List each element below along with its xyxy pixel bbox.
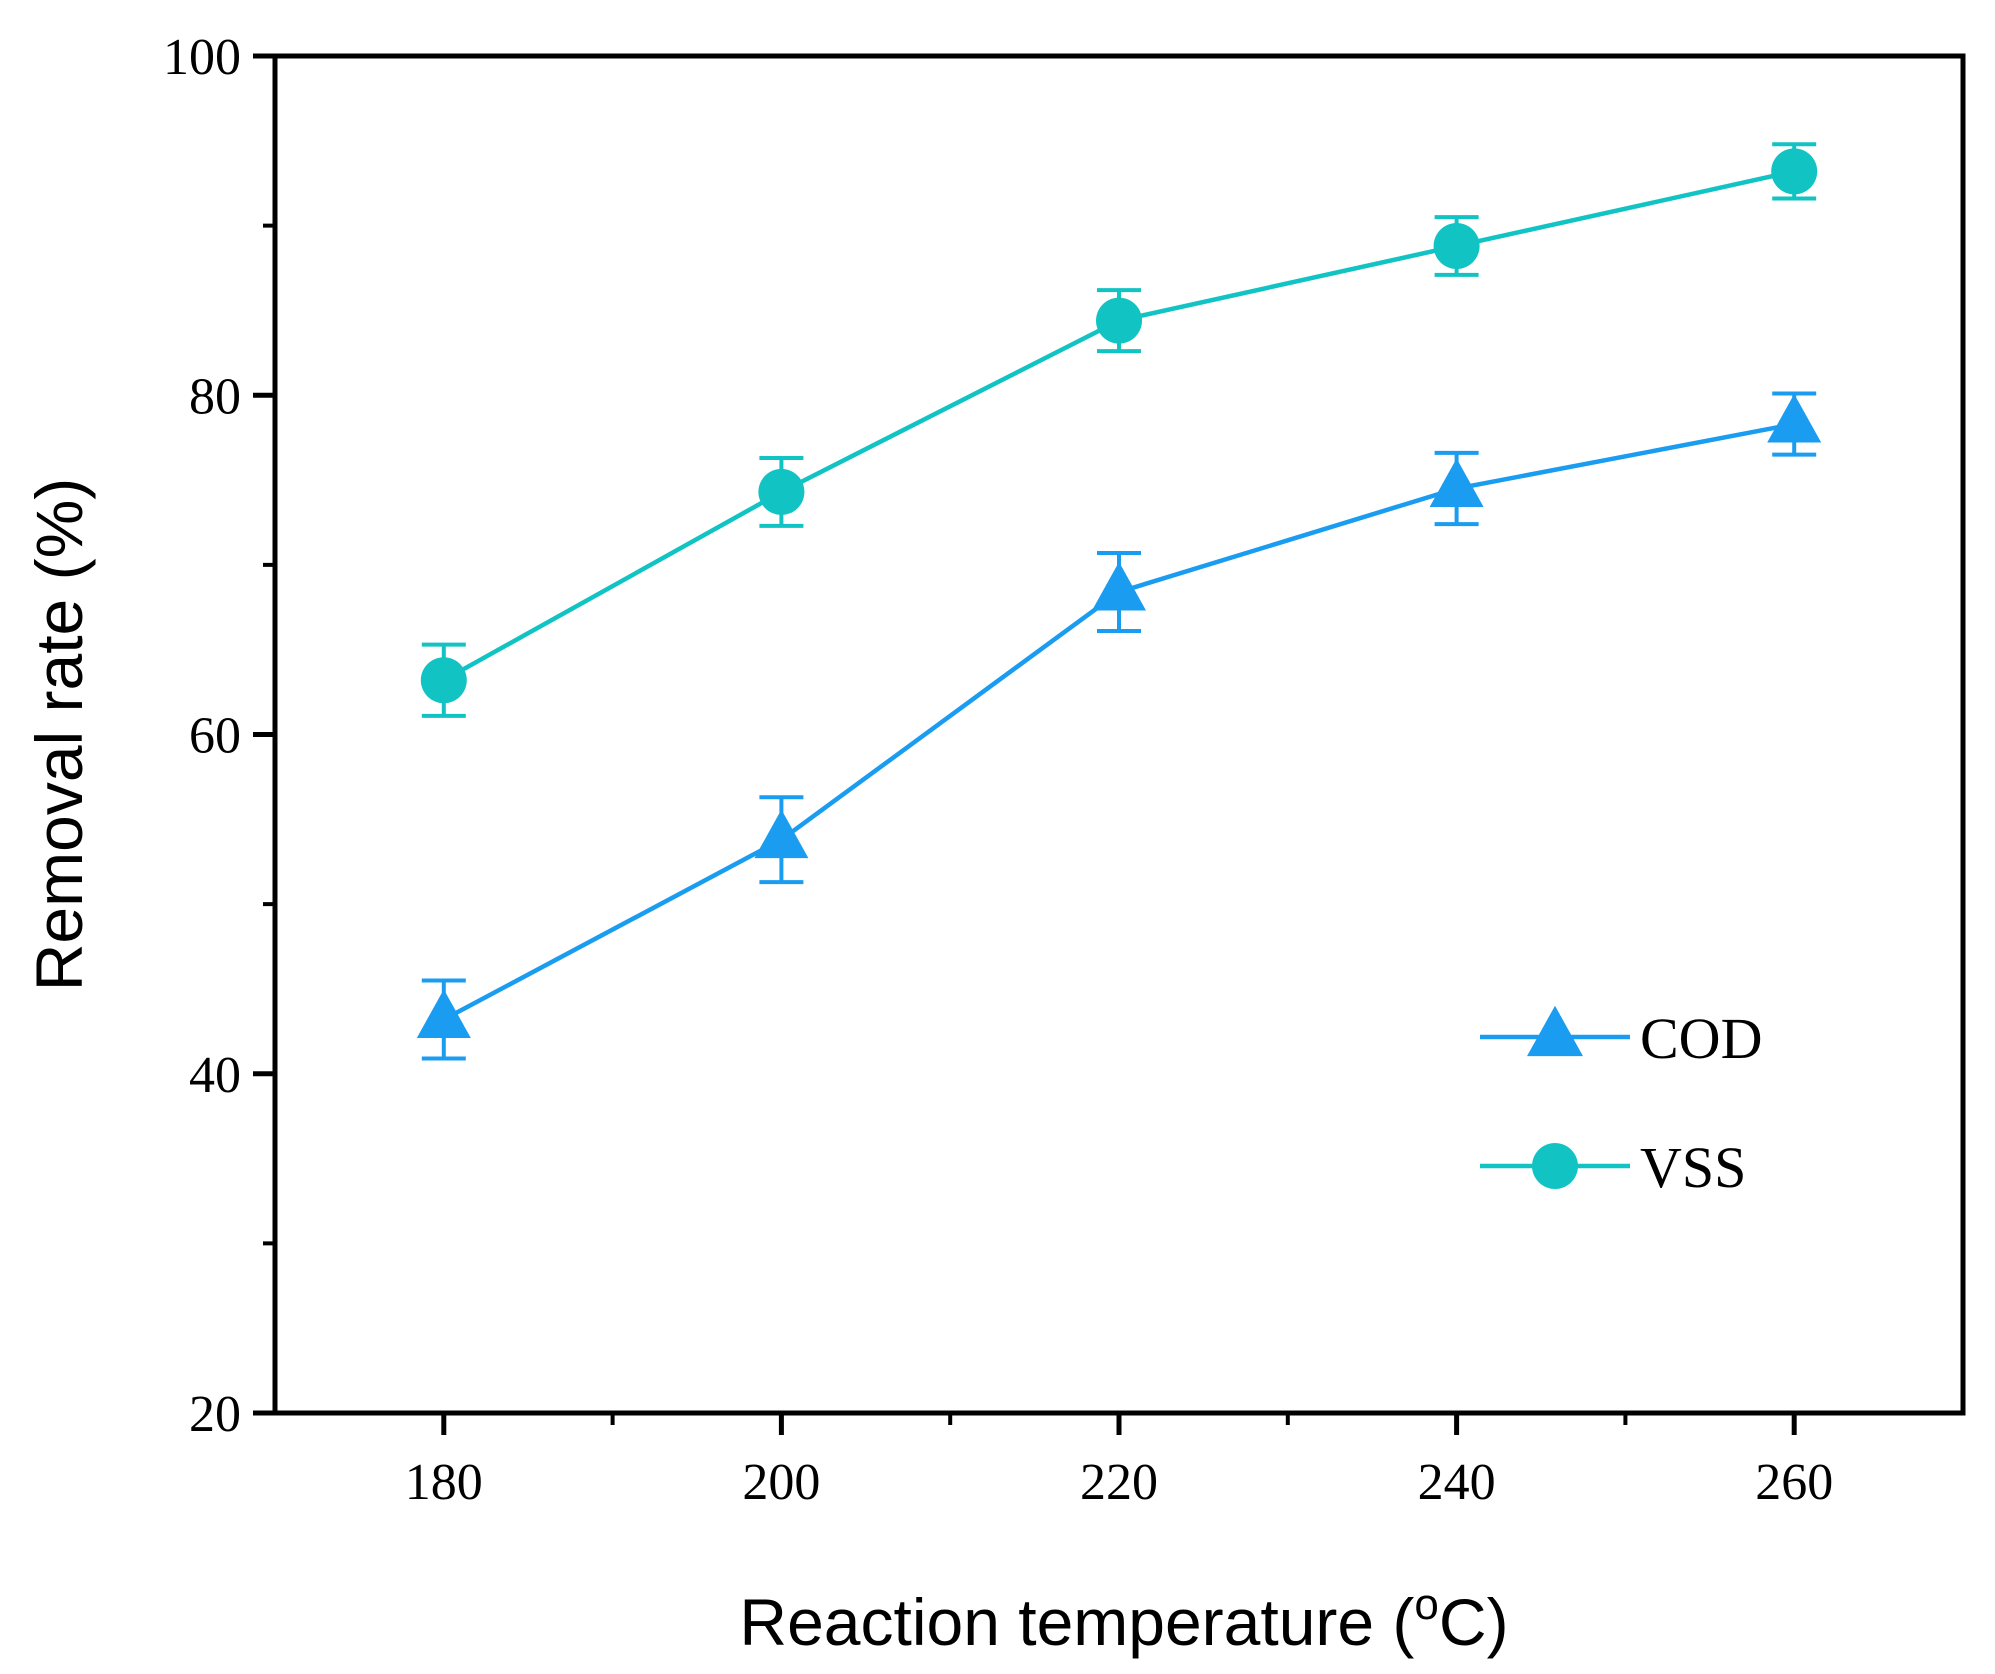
y-tick-label: 60 [189,708,241,765]
y-tick-label: 40 [189,1047,241,1104]
vss-point [758,468,805,515]
legend-label-vss: VSS [1640,1135,1746,1200]
cod-point [1092,561,1146,611]
vss-point [420,657,467,704]
plot-frame [272,53,1966,1416]
x-axis-title: Reaction temperature (oC) [739,1580,1508,1659]
cod-point [1767,393,1822,443]
legend: COD VSS [1480,1005,1762,1200]
vss-point [1433,222,1480,269]
x-tick-label: 240 [1418,1454,1496,1511]
x-axis-title-tail: C) [1439,1585,1509,1659]
legend-label-cod: COD [1640,1006,1762,1071]
cod-point [1429,458,1484,508]
x-axis-title-main: Reaction temperature ( [739,1585,1414,1659]
legend-item-vss: VSS [1480,1135,1746,1200]
x-tick-label: 200 [742,1454,820,1511]
vss-point [1771,148,1818,195]
cod-line [442,421,1795,1022]
ticks-layer: 20 40 60 80 100 180 200 220 240 260 [163,29,1833,1511]
legend-marker-cod [1527,1005,1583,1057]
x-tick-label: 180 [405,1454,483,1511]
vss-point [1096,297,1142,344]
y-tick-label: 80 [189,368,241,425]
y-axis-title: Removal rate (%) [22,478,96,991]
y-tick-label: 100 [163,29,241,86]
series-layer [416,142,1822,1061]
x-tick-label: 220 [1080,1454,1158,1511]
cod-point [754,809,809,859]
x-tick-label: 260 [1755,1454,1833,1511]
x-axis-title-degree: o [1414,1580,1438,1629]
legend-item-cod: COD [1480,1005,1762,1071]
legend-marker-vss [1532,1143,1578,1189]
y-tick-label: 20 [189,1386,241,1443]
cod-point [416,989,471,1038]
